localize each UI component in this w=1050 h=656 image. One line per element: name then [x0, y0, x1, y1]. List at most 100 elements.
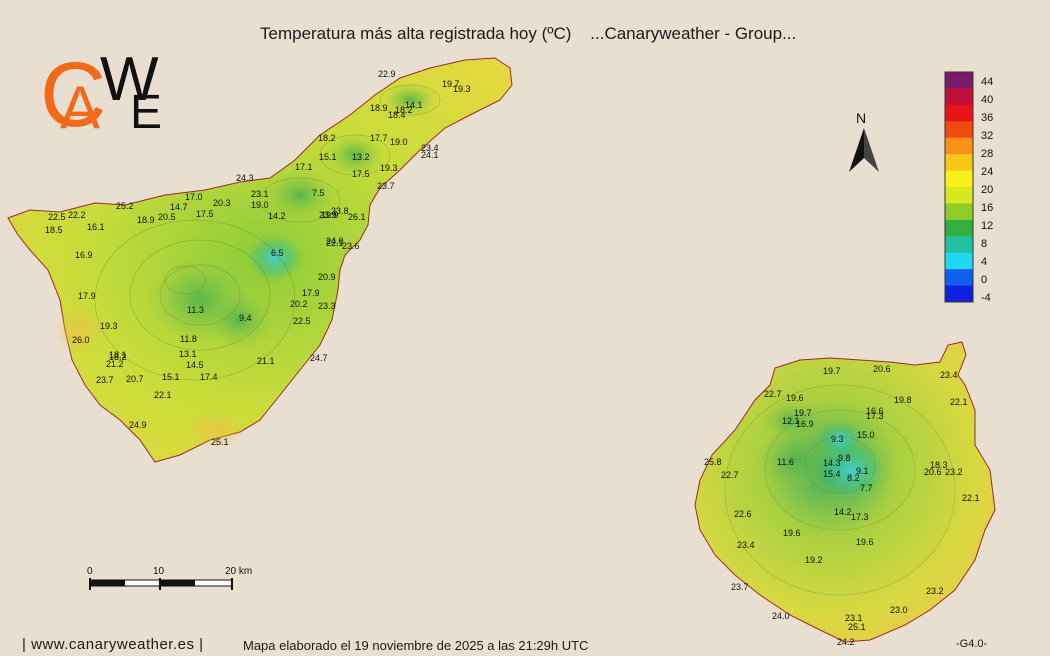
legend-tick-label: 16: [981, 202, 993, 214]
station-temperature-label: 23.4: [421, 143, 439, 153]
station-temperature-label: 18.2: [395, 105, 413, 115]
logo-letter-c: C: [40, 44, 106, 146]
north-arrow: N: [849, 110, 879, 172]
station-temperature-label: 12.1: [782, 416, 800, 426]
legend-color-band: [945, 72, 973, 89]
station-temperature-label: 23.9: [319, 210, 337, 220]
legend-color-band: [945, 269, 973, 287]
legend-color-band: [945, 137, 973, 155]
station-temperature-label: 19.6: [783, 528, 801, 538]
legend-color-band: [945, 88, 973, 106]
legend-tick-label: 8: [981, 238, 987, 250]
station-temperature-label: 23.2: [945, 467, 963, 477]
station-temperature-label: 24.2: [837, 637, 855, 647]
station-temperature-label: 17.7: [370, 133, 388, 143]
station-temperature-label: 18.1: [109, 350, 127, 360]
station-temperature-label: 24.1: [421, 150, 439, 160]
station-temperature-label: 22.7: [721, 470, 739, 480]
station-temperature-label: 21.2: [106, 359, 124, 369]
station-temperature-label: 25.1: [211, 437, 229, 447]
scale-bar: 0 10 20 km: [87, 566, 252, 590]
station-temperature-label: 14.7: [170, 202, 188, 212]
station-temperature-label: 23.0: [890, 605, 908, 615]
station-temperature-label: 13.1: [179, 349, 197, 359]
station-temperature-label: 11.3: [187, 305, 204, 315]
station-temperature-label: 22.5: [293, 316, 311, 326]
station-temperature-label: 17.3: [851, 512, 869, 522]
station-temperature-label: 15.4: [823, 469, 841, 479]
footer-version: -G4.0-: [956, 638, 988, 650]
legend-tick-label: 20: [981, 184, 993, 196]
station-temperature-label: 18.9: [370, 103, 388, 113]
station-temperature-label: 23.4: [940, 370, 958, 380]
station-temperature-label: 19.9: [321, 210, 339, 220]
station-temperature-label: 19.3: [453, 84, 471, 94]
station-temperature-label: 9.8: [838, 453, 851, 463]
legend-color-band: [945, 187, 973, 204]
station-temperature-label: 18.2: [318, 133, 336, 143]
station-temperature-label: 18.9: [137, 215, 155, 225]
station-temperature-label: 15.0: [857, 430, 875, 440]
station-temperature-label: 11.6: [777, 457, 794, 467]
station-temperature-label: 19.3: [380, 163, 398, 173]
station-temperature-label: 14.2: [268, 211, 286, 221]
station-temperature-label: 23.8: [331, 206, 349, 216]
station-temperature-label: 23.1: [845, 613, 863, 623]
station-temperature-label: 15.1: [319, 152, 337, 162]
legend-tick-label: 32: [981, 130, 993, 142]
legend-color-band: [945, 104, 973, 122]
station-temperature-label: 19.0: [390, 137, 408, 147]
station-temperature-label: 23.6: [342, 241, 360, 251]
station-temperature-label: 24.7: [310, 353, 328, 363]
station-temperature-label: 9.3: [831, 434, 844, 444]
station-temperature-label: 24.9: [129, 420, 147, 430]
station-temperature-label: 26.1: [348, 212, 366, 222]
scale-label-20: 20 km: [225, 566, 252, 577]
station-temperature-label: 22.6: [734, 509, 752, 519]
station-temperature-label: 19.2: [805, 555, 823, 565]
legend-color-band: [945, 121, 973, 139]
station-temperature-label: 20.2: [290, 299, 308, 309]
station-temperature-label: 24.0: [772, 611, 790, 621]
station-temperature-label: 20.3: [213, 198, 231, 208]
station-temperature-label: 23.3: [318, 301, 336, 311]
station-temperature-label: 14.3: [823, 458, 841, 468]
legend-tick-label: 44: [981, 76, 993, 88]
footer-website[interactable]: | www.canaryweather.es |: [22, 636, 204, 653]
station-temperature-label: 21.1: [257, 356, 275, 366]
station-temperature-label: 17.9: [78, 291, 96, 301]
scale-label-0: 0: [87, 566, 93, 577]
legend-color-band: [945, 252, 973, 270]
north-label: N: [856, 110, 866, 126]
island-gran-canaria: [694, 341, 996, 643]
station-temperature-label: 11.8: [180, 334, 197, 344]
station-temperature-label: 20.9: [318, 272, 336, 282]
legend-frame: [944, 71, 974, 303]
station-temperature-label: 22.1: [962, 493, 980, 503]
station-temperature-label: 14.5: [186, 360, 204, 370]
station-temperature-label: 19.8: [894, 395, 912, 405]
station-temperature-label: 22.7: [764, 389, 782, 399]
station-temperature-label: 19.7: [442, 79, 460, 89]
station-temperature-label: 19.3: [100, 321, 118, 331]
legend-tick-label: 24: [981, 166, 993, 178]
legend-tick-label: 0: [981, 274, 987, 286]
station-temperature-label: 25.8: [704, 457, 722, 467]
legend-color-band: [945, 219, 973, 237]
station-temperature-label: 8.2: [847, 473, 860, 483]
canaryweather-logo: C A W E: [40, 44, 162, 146]
station-temperature-label: 23.7: [731, 582, 749, 592]
station-temperature-label: 22.5: [48, 212, 66, 222]
station-temperature-label: 20.7: [126, 374, 144, 384]
station-temperature-label: 24.0: [326, 236, 344, 246]
footer-caption: Mapa elaborado el 19 noviembre de 2025 a…: [243, 638, 589, 653]
station-temperature-label: 23.4: [737, 540, 755, 550]
station-temperature-label: 17.5: [196, 209, 214, 219]
legend-color-band: [945, 203, 973, 221]
legend-tick-label: 12: [981, 220, 993, 232]
station-temperature-label: 25.2: [116, 201, 134, 211]
station-temperature-label: 20.5: [158, 212, 176, 222]
station-temperature-label: 17.4: [200, 372, 218, 382]
station-temperature-label: 22.1: [950, 397, 968, 407]
